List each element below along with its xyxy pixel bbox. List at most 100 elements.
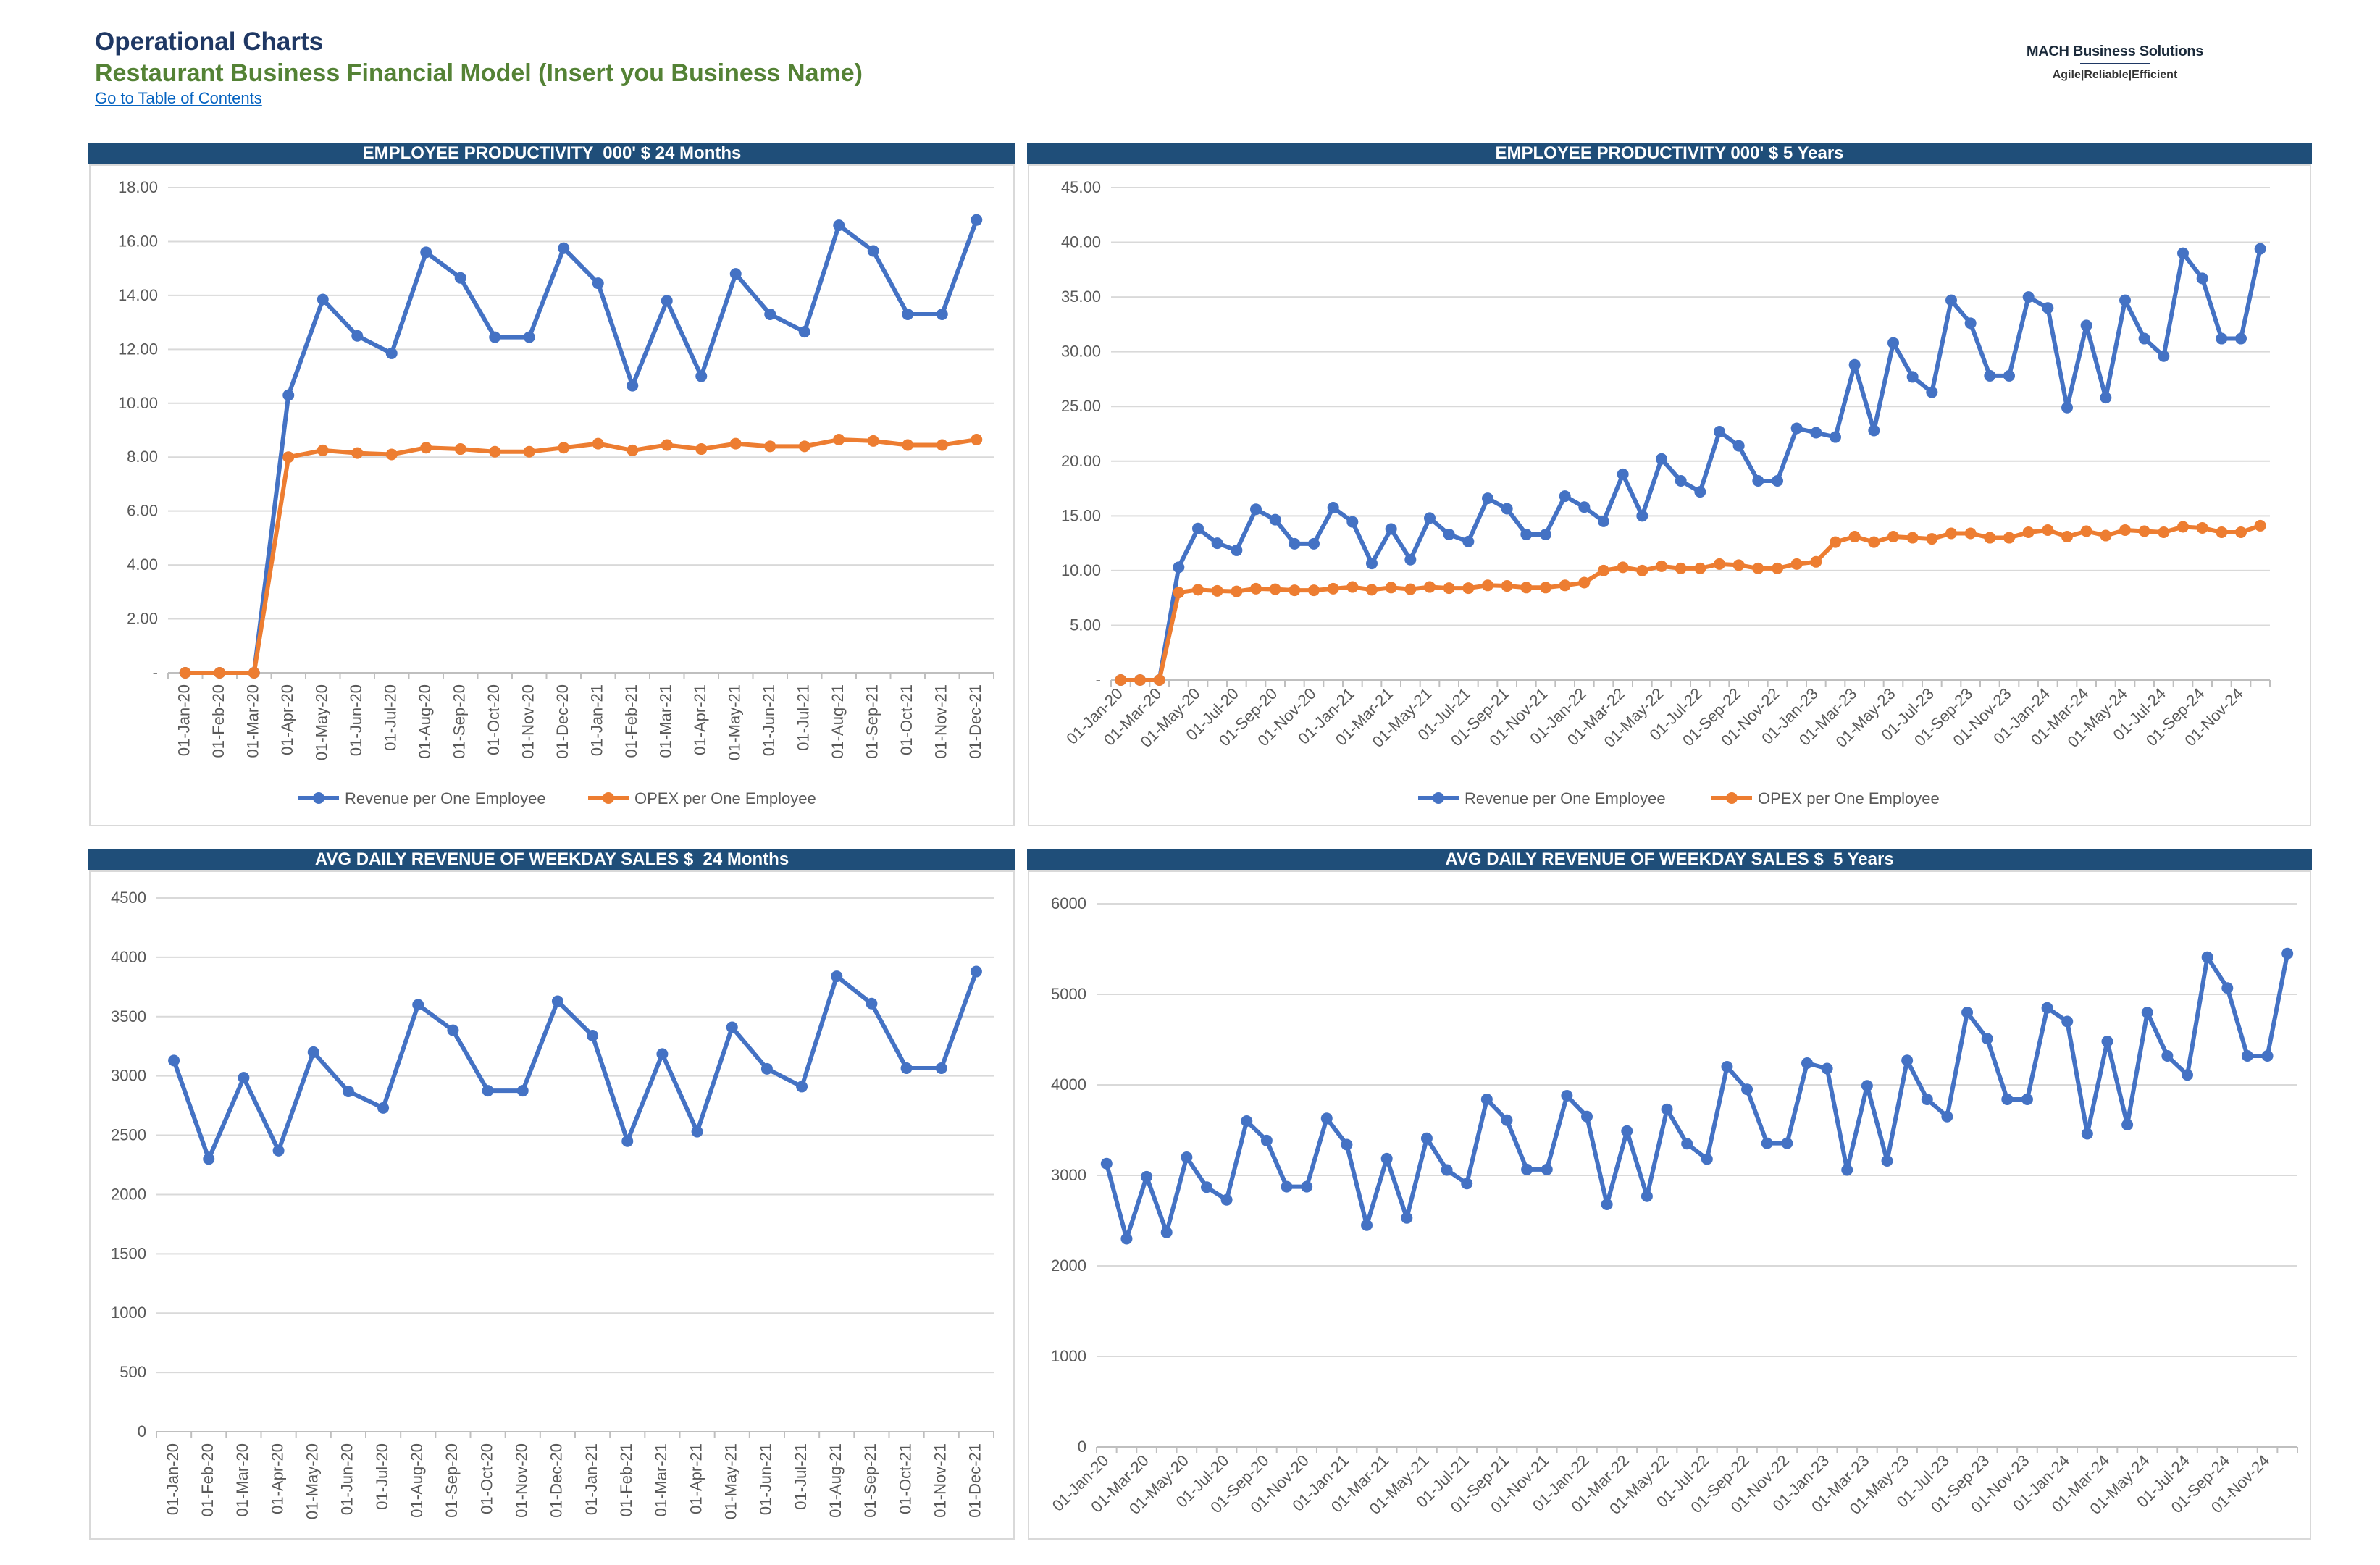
data-point — [1461, 1178, 1473, 1190]
data-point — [1301, 1180, 1313, 1193]
y-tick-label: 14.00 — [118, 286, 158, 304]
legend-swatch-marker — [603, 792, 614, 804]
data-point — [1961, 1007, 1974, 1018]
data-point — [1115, 674, 1127, 686]
data-point — [621, 1135, 634, 1147]
y-tick-label: 10.00 — [118, 394, 158, 412]
y-tick-label: 2000 — [111, 1185, 146, 1203]
y-tick-label: - — [1096, 671, 1101, 689]
x-tick-label: 01-Dec-21 — [966, 1443, 984, 1518]
data-point — [760, 1062, 773, 1075]
data-point — [482, 1085, 494, 1097]
y-tick-label: 4000 — [111, 948, 146, 966]
data-point — [489, 445, 501, 458]
x-tick-label: 01-Aug-20 — [408, 1443, 426, 1518]
data-point — [1887, 531, 1899, 543]
data-point — [1617, 561, 1629, 574]
data-point — [1250, 582, 1262, 595]
data-point — [489, 331, 501, 343]
x-tick-label: 01-Sep-21 — [861, 1443, 879, 1518]
data-point — [1701, 1153, 1713, 1165]
data-point — [1868, 536, 1880, 548]
data-point — [1380, 1152, 1393, 1165]
data-point — [2080, 319, 2092, 332]
data-point — [1926, 386, 1938, 398]
data-point — [1598, 515, 1609, 527]
data-point — [1810, 555, 1822, 568]
data-point — [1231, 544, 1243, 556]
legend-swatch-marker — [313, 792, 324, 804]
data-point — [2001, 1094, 2014, 1105]
y-tick-label: 40.00 — [1061, 233, 1101, 251]
y-tick-label: 2.00 — [127, 610, 158, 628]
data-point — [970, 965, 982, 978]
series-line — [183, 217, 979, 675]
data-point — [1173, 587, 1185, 599]
data-point — [1366, 584, 1378, 596]
data-point — [1848, 531, 1861, 543]
y-tick-label: 4500 — [111, 889, 146, 907]
data-point — [1578, 576, 1591, 589]
data-point — [1211, 537, 1223, 550]
data-point — [1830, 431, 1841, 443]
data-point — [1120, 1233, 1133, 1245]
series-line — [1118, 246, 2263, 682]
y-tick-label: 1000 — [1051, 1347, 1086, 1365]
data-point — [1220, 1193, 1233, 1206]
legend-swatch-marker — [1433, 792, 1444, 804]
data-point — [1346, 581, 1359, 593]
data-point — [523, 445, 535, 458]
data-point — [2022, 526, 2035, 538]
data-point — [1520, 582, 1533, 594]
data-point — [420, 246, 432, 259]
data-point — [1441, 1164, 1453, 1176]
data-point — [1781, 1137, 1793, 1149]
series-line — [183, 437, 979, 675]
y-tick-label: 3000 — [111, 1067, 146, 1085]
data-point — [2261, 1050, 2274, 1062]
data-point — [282, 389, 295, 401]
y-tick-label: 8.00 — [127, 448, 158, 466]
x-tick-label: 01-Dec-21 — [966, 684, 984, 759]
data-point — [2003, 369, 2015, 382]
x-tick-label: 01-Jul-21 — [795, 684, 813, 751]
data-point — [1559, 579, 1571, 592]
legend-label: Revenue per One Employee — [345, 789, 546, 807]
x-tick-label: 01-Apr-21 — [687, 1443, 705, 1514]
data-point — [935, 1062, 947, 1075]
x-tick-label: 01-Dec-20 — [548, 1443, 566, 1518]
x-tick-label: 01-Apr-20 — [268, 1443, 286, 1514]
data-point — [317, 293, 329, 306]
data-point — [1601, 1199, 1613, 1210]
data-point — [1269, 513, 1281, 526]
data-point — [238, 1072, 250, 1084]
data-point — [420, 442, 432, 454]
data-point — [454, 272, 466, 284]
chart-area — [89, 870, 1015, 1540]
y-tick-label: 1000 — [111, 1304, 146, 1322]
data-point — [1656, 453, 1667, 465]
x-tick-label: 01-Jul-20 — [373, 1443, 391, 1510]
data-point — [1141, 1170, 1153, 1183]
series-line — [1104, 951, 2290, 1241]
data-point — [2100, 529, 2112, 542]
data-point — [272, 1144, 285, 1157]
x-tick-label: 01-Feb-21 — [622, 684, 640, 758]
data-point — [695, 443, 708, 456]
y-tick-label: - — [153, 663, 158, 681]
data-point — [1921, 1094, 1933, 1105]
data-point — [695, 370, 708, 382]
data-point — [2119, 524, 2131, 536]
data-point — [179, 667, 191, 679]
page-title: Operational Charts — [95, 28, 324, 56]
toc-link[interactable]: Go to Table of Contents — [95, 89, 262, 107]
data-point — [2254, 243, 2266, 255]
x-tick-label: 01-Aug-21 — [826, 1443, 845, 1518]
data-point — [214, 667, 226, 679]
data-point — [1401, 1212, 1413, 1224]
data-point — [1480, 1094, 1493, 1105]
data-point — [1281, 1180, 1293, 1193]
y-tick-label: 1500 — [111, 1244, 146, 1262]
logo-underline — [2080, 63, 2150, 64]
y-tick-label: 0 — [1078, 1438, 1086, 1456]
